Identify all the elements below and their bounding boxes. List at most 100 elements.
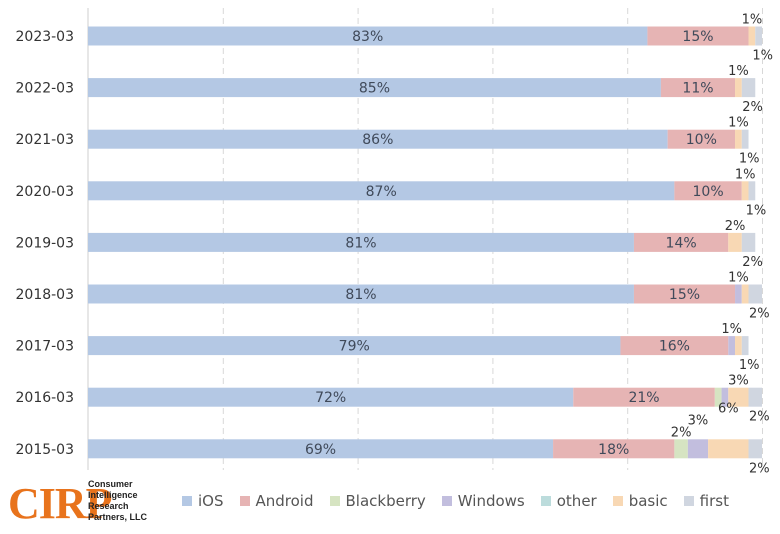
bar-segment-ios <box>88 284 634 304</box>
y-tick-label: 2021-03 <box>16 132 75 148</box>
bar-segment-android <box>633 284 736 304</box>
legend-item-other: other <box>540 492 597 510</box>
data-label: 1% <box>721 322 742 337</box>
data-label: 2% <box>749 461 770 476</box>
y-tick-label: 2022-03 <box>16 81 75 97</box>
legend-label: Android <box>255 492 314 510</box>
bar-segment-ios <box>88 336 621 356</box>
bar-segment-basic <box>728 232 742 252</box>
logo-line: Consumer <box>88 479 133 489</box>
bar-segment-first <box>748 181 756 201</box>
data-label: 1% <box>752 49 773 64</box>
legend-swatch <box>329 496 340 506</box>
legend-label: Blackberry <box>345 492 426 510</box>
bar-segment-basic <box>735 336 742 356</box>
logo-line: Intelligence <box>88 490 138 500</box>
legend-swatch <box>683 496 694 506</box>
bar-segment-basic <box>741 181 749 201</box>
data-label: 1% <box>739 358 760 373</box>
bar-segment-blackberry <box>674 439 688 459</box>
bar-segment-ios <box>88 26 648 46</box>
data-label: 79% <box>339 339 370 355</box>
data-label: 10% <box>686 132 717 148</box>
bar-segment-android <box>647 26 749 46</box>
data-label: 87% <box>366 184 397 200</box>
logo-line: Partners, LLC <box>88 512 148 522</box>
legend-label: Windows <box>457 492 525 510</box>
data-label: 81% <box>345 287 376 303</box>
bar-segment-basic <box>735 129 742 149</box>
bar-segment-first <box>748 387 762 407</box>
bar-segment-android <box>660 78 736 98</box>
bar-segment-blackberry <box>714 387 722 407</box>
bar-segment-windows <box>721 387 729 407</box>
bar-segment-android <box>633 232 729 252</box>
bar-segment-first <box>748 284 762 304</box>
bar-segment-windows <box>687 439 709 459</box>
legend-item-blackberry: Blackberry <box>329 492 426 510</box>
bar-segment-ios <box>88 439 554 459</box>
data-label: 85% <box>359 81 390 97</box>
y-tick-label: 2016-03 <box>16 390 75 406</box>
y-tick-label: 2023-03 <box>16 29 75 45</box>
logo-line: Research <box>88 501 129 511</box>
data-label: 69% <box>305 442 336 458</box>
bar-segment-first <box>741 78 756 98</box>
data-label: 1% <box>728 64 749 79</box>
legend-swatch <box>540 496 551 506</box>
bar-segment-basic <box>735 78 742 98</box>
y-tick-label: 2020-03 <box>16 184 75 200</box>
bar-segment-basic <box>728 387 749 407</box>
bar-segment-basic <box>748 26 756 46</box>
legend-item-ios: iOS <box>182 492 224 510</box>
data-label: 1% <box>728 271 749 286</box>
bar-segment-android <box>573 387 715 407</box>
data-label: 86% <box>362 132 393 148</box>
legend-swatch <box>239 496 250 506</box>
data-label: 2% <box>671 425 692 440</box>
data-label: 15% <box>682 29 713 45</box>
data-label: 16% <box>659 339 690 355</box>
bar-segment-ios <box>88 129 668 149</box>
bar-segment-ios <box>88 387 574 407</box>
legend-label: other <box>556 492 597 510</box>
bar-segment-android <box>553 439 675 459</box>
y-tick-label: 2019-03 <box>16 235 75 251</box>
data-label: 18% <box>598 442 629 458</box>
data-label: 1% <box>742 13 763 28</box>
data-label: 83% <box>352 29 383 45</box>
data-label: 14% <box>666 235 697 251</box>
data-label: 1% <box>735 167 756 182</box>
bar-segment-first <box>741 129 749 149</box>
bar-segment-android <box>667 129 736 149</box>
data-label: 10% <box>693 184 724 200</box>
bar-segment-windows <box>728 336 736 356</box>
bar-segment-first <box>741 232 756 252</box>
bar-segment-first <box>755 26 762 46</box>
legend-item-first: first <box>683 492 729 510</box>
bar-segment-ios <box>88 181 675 201</box>
y-tick-label: 2015-03 <box>16 442 75 458</box>
data-label: 15% <box>669 287 700 303</box>
data-label: 21% <box>628 390 659 406</box>
logo-company-name: Consumer Intelligence Research Partners,… <box>88 479 147 523</box>
logo-mark: CIRP <box>8 479 113 528</box>
bar-segment-ios <box>88 78 661 98</box>
data-label: 2% <box>742 255 763 270</box>
y-tick-label: 2017-03 <box>16 339 75 355</box>
data-label: 81% <box>345 235 376 251</box>
data-label: 6% <box>718 401 739 416</box>
y-tick-label: 2018-03 <box>16 287 75 303</box>
data-label: 2% <box>749 307 770 322</box>
bar-segment-windows <box>735 284 742 304</box>
data-label: 2% <box>742 100 763 115</box>
legend-swatch <box>441 496 452 506</box>
bar-segment-android <box>674 181 742 201</box>
bar-segment-android <box>620 336 729 356</box>
legend-swatch <box>182 496 192 506</box>
data-label: 11% <box>682 81 713 97</box>
legend-item-windows: Windows <box>441 492 525 510</box>
data-label: 3% <box>728 374 749 389</box>
data-label: 2% <box>749 410 770 425</box>
data-label: 72% <box>315 390 346 406</box>
